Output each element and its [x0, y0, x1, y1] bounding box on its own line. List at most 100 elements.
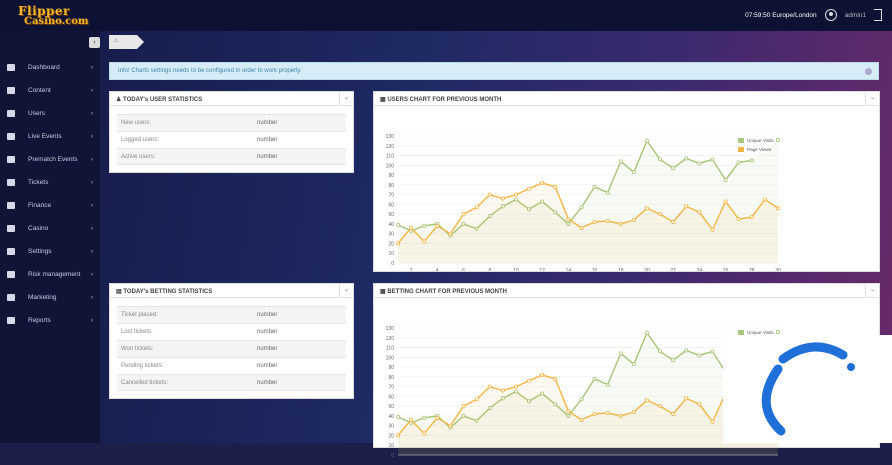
- data-point: [684, 156, 689, 161]
- sidebar-item[interactable]: Finance ›: [0, 194, 100, 217]
- top-right-area: 07:59:50 Europe/London admin1: [745, 9, 882, 21]
- sidebar-collapse-button[interactable]: ‹: [89, 37, 100, 48]
- chevron-right-icon: ›: [91, 248, 93, 255]
- betting-stats-table: Ticket placed: number Lost tickets: number W…: [117, 306, 346, 391]
- row-value: number: [257, 346, 278, 352]
- data-point: [671, 219, 676, 224]
- data-point: [579, 205, 584, 210]
- data-point: [592, 184, 597, 189]
- users-chart-panel: ▦ USERS CHART FOR PREVIOUS MONTH ⌄ 0 10 20…: [373, 91, 880, 274]
- data-point: [448, 231, 453, 236]
- legend-label: Unique Visits: [747, 330, 774, 335]
- data-point: [762, 197, 767, 202]
- server-time: 07:59:50 Europe/London: [745, 11, 817, 19]
- y-tick-label: 60: [388, 394, 394, 400]
- sidebar-item[interactable]: Users ›: [0, 102, 100, 125]
- username[interactable]: admin1: [844, 11, 866, 19]
- home-icon[interactable]: ⌂: [114, 38, 118, 44]
- legend-swatch: [738, 147, 744, 152]
- y-tick-label: 120: [386, 336, 395, 342]
- sidebar-item[interactable]: Settings ›: [0, 240, 100, 263]
- data-point: [461, 404, 466, 409]
- sidebar-item[interactable]: Risk management ›: [0, 263, 100, 286]
- x-tick-label: 16: [592, 268, 598, 271]
- y-tick-label: 50: [388, 212, 394, 218]
- row-value: number: [257, 120, 278, 126]
- x-tick-label: 22: [670, 268, 676, 271]
- sidebar-item[interactable]: Live Events ›: [0, 125, 100, 148]
- users-chart-collapse-icon[interactable]: ⌄: [865, 92, 879, 105]
- row-value: number: [257, 137, 278, 143]
- y-tick-label: 100: [386, 163, 395, 169]
- data-point: [566, 413, 571, 418]
- data-point: [474, 205, 479, 210]
- data-point: [566, 217, 571, 222]
- data-point: [684, 204, 689, 209]
- betting-chart-header: ▦ BETTING CHART FOR PREVIOUS MONTH ⌄: [374, 284, 879, 298]
- y-tick-label: 20: [388, 433, 394, 439]
- data-point: [723, 177, 728, 182]
- logo-line1: Flipper: [18, 4, 70, 18]
- data-point: [553, 210, 558, 215]
- betting-chart-title: BETTING CHART FOR PREVIOUS MONTH: [387, 289, 508, 295]
- data-point: [671, 358, 676, 363]
- sidebar-item[interactable]: Marketing ›: [0, 286, 100, 309]
- data-point: [736, 160, 741, 165]
- data-point: [461, 413, 466, 418]
- data-point: [592, 376, 597, 381]
- table-row: Cancelled tickets: number: [117, 374, 346, 391]
- data-point: [395, 433, 400, 438]
- data-point: [710, 227, 715, 232]
- y-tick-label: 60: [388, 202, 394, 208]
- data-point: [644, 206, 649, 211]
- series-area: [398, 374, 778, 455]
- data-point: [658, 157, 663, 162]
- sidebar-item[interactable]: Casino ›: [0, 217, 100, 240]
- table-row: Logged users: number: [117, 131, 346, 148]
- sidebar-item[interactable]: Reports ›: [0, 309, 100, 332]
- reports-icon: [7, 317, 15, 324]
- y-tick-label: 30: [388, 232, 394, 238]
- sidebar-item-label: Live Events: [28, 133, 62, 140]
- table-row: Pending tickets: number: [117, 357, 346, 374]
- user-stats-collapse-icon[interactable]: ⌄: [339, 92, 353, 105]
- casino-icon: [7, 225, 15, 232]
- user-icon: ♟: [116, 97, 124, 103]
- sidebar-item[interactable]: Prematch Events ›: [0, 148, 100, 171]
- logout-icon[interactable]: [874, 9, 882, 21]
- chevron-right-icon: ›: [91, 202, 93, 209]
- user-avatar-icon[interactable]: [824, 9, 837, 21]
- logo-line2: Casino.com: [24, 16, 89, 27]
- row-value: number: [257, 153, 278, 160]
- betting-chart-collapse-icon[interactable]: ⌄: [865, 284, 879, 297]
- user-stats-table: New users: number Logged users: number Activ…: [117, 114, 346, 165]
- data-point: [631, 170, 636, 175]
- info-close-icon[interactable]: [865, 68, 872, 75]
- logo[interactable]: Flipper Casino.com: [18, 4, 88, 28]
- y-tick-label: 80: [388, 183, 394, 189]
- y-tick-label: 120: [386, 144, 395, 150]
- sidebar-item[interactable]: Content ›: [0, 79, 100, 102]
- x-tick-label: 28: [749, 268, 755, 271]
- sidebar-item[interactable]: Tickets ›: [0, 171, 100, 194]
- sidebar-item[interactable]: Dashboard ›: [0, 56, 100, 79]
- y-tick-label: 110: [386, 154, 394, 160]
- data-point: [671, 166, 676, 171]
- x-tick-label: 14: [566, 268, 572, 271]
- data-point: [566, 409, 571, 414]
- row-label: Cancelled tickets:: [121, 379, 169, 386]
- row-label: Lost tickets:: [121, 329, 153, 335]
- betting-stats-collapse-icon[interactable]: ⌄: [339, 284, 353, 297]
- x-tick-label: 24: [697, 268, 703, 271]
- y-tick-label: 70: [388, 193, 394, 199]
- y-tick-label: 0: [391, 261, 394, 267]
- x-tick-label: 10: [513, 268, 519, 271]
- data-point: [592, 219, 597, 224]
- chart-icon: ▦: [380, 289, 388, 295]
- data-point: [644, 138, 649, 143]
- row-value: number: [257, 329, 278, 335]
- data-point: [422, 223, 427, 228]
- data-point: [422, 415, 427, 420]
- data-point: [513, 384, 518, 389]
